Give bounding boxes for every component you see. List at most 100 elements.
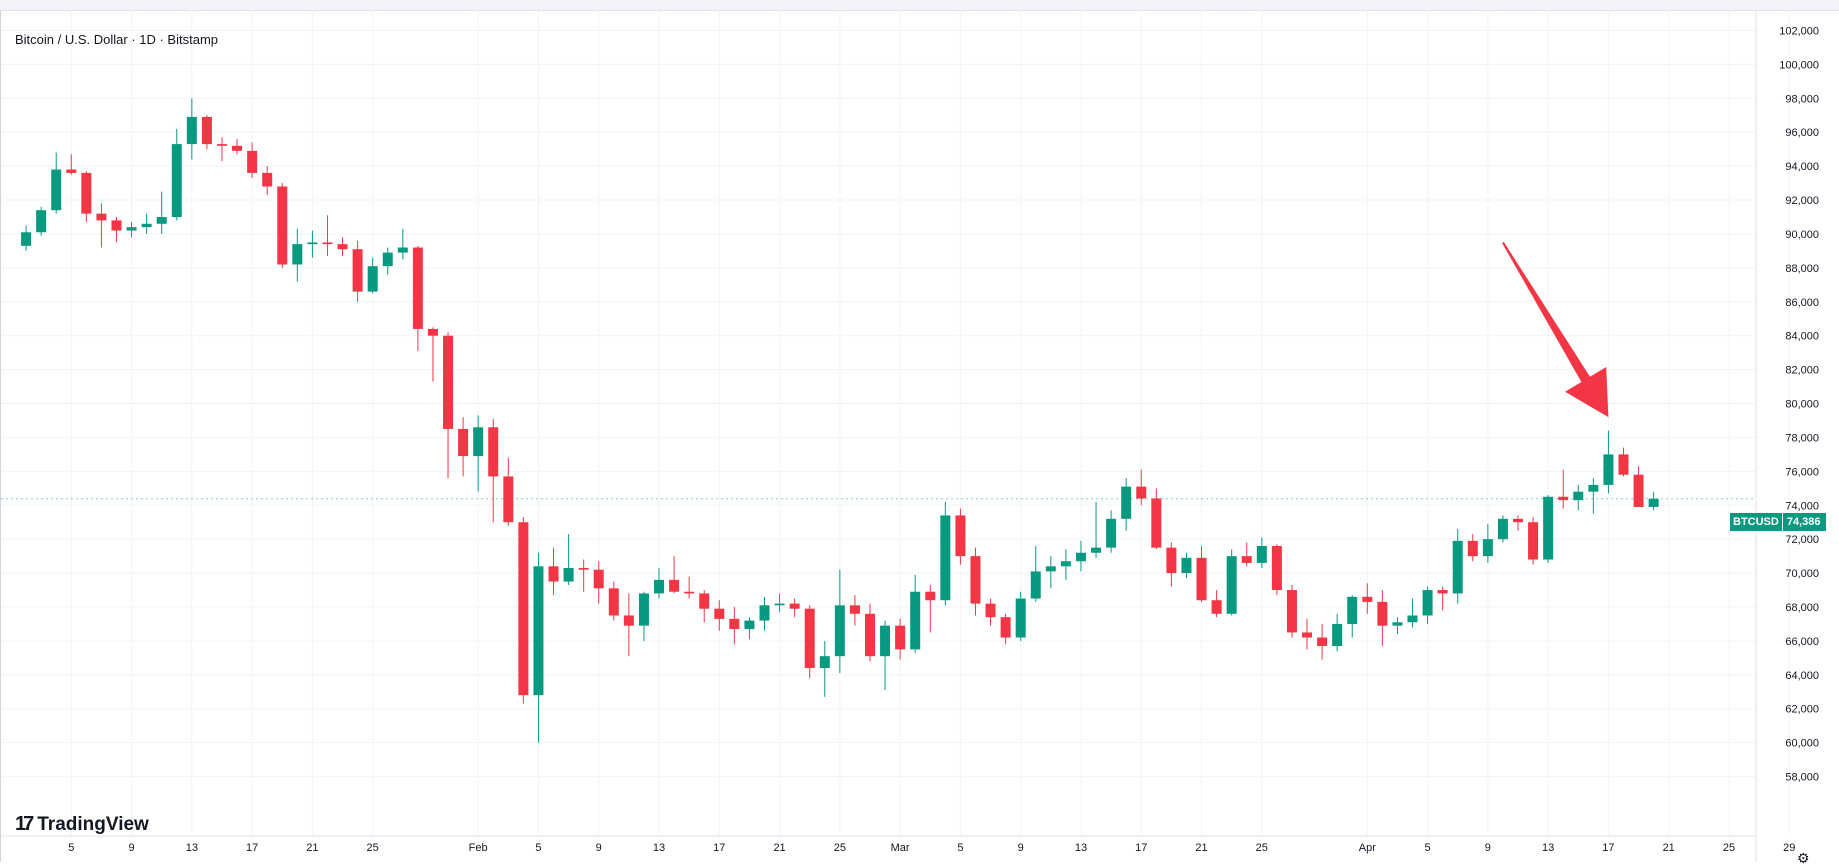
candle-body — [66, 169, 77, 173]
candle — [1452, 529, 1463, 604]
candle — [1091, 501, 1102, 558]
candle-body — [1437, 590, 1448, 594]
candle — [247, 142, 258, 178]
candle — [36, 206, 47, 236]
candlestick-chart[interactable]: 58,000 60,000 62,000 64,000 66,000 68,000 70,0… — [1, 10, 1839, 862]
candle — [1528, 517, 1539, 565]
candle-body — [970, 556, 981, 604]
candle — [1558, 469, 1569, 509]
candle-body — [1271, 545, 1282, 591]
candle-body — [804, 608, 815, 669]
candle-body — [563, 568, 574, 582]
candle-body — [1377, 601, 1388, 626]
time-tick-label: 25 — [367, 842, 379, 854]
candle-body — [1588, 484, 1599, 492]
candle-body — [518, 522, 529, 696]
candle — [262, 166, 273, 195]
candle — [1000, 613, 1011, 645]
price-tick-label: 80,000 — [1785, 399, 1819, 411]
candle-body — [277, 186, 288, 265]
time-tick-label: 9 — [128, 842, 134, 854]
candle — [774, 593, 785, 613]
chart-legend: Bitcoin / U.S. Dollar · 1D · Bitstamp — [15, 32, 218, 47]
price-axis[interactable]: 58,000 60,000 62,000 64,000 66,000 68,000 70,0… — [1755, 10, 1819, 862]
candle — [443, 332, 454, 479]
candle-body — [1166, 547, 1177, 574]
candle-body — [1015, 598, 1026, 638]
gear-icon[interactable]: ⚙ — [1797, 850, 1810, 866]
tradingview-logo-mark: 17 — [15, 813, 34, 835]
candle — [623, 593, 634, 657]
price-tick-label: 82,000 — [1785, 365, 1819, 377]
price-tick-label: 68,000 — [1785, 602, 1819, 614]
candle — [638, 591, 649, 641]
candle — [819, 640, 830, 697]
candle — [533, 552, 544, 743]
price-tick-label: 64,000 — [1785, 670, 1819, 682]
candle-body — [186, 116, 197, 145]
time-tick-label: 21 — [306, 842, 318, 854]
candle — [1407, 598, 1418, 628]
candle — [427, 327, 438, 382]
price-tick-label: 102,000 — [1779, 25, 1819, 37]
candle — [1573, 484, 1584, 511]
candle-body — [1000, 617, 1011, 638]
candle — [1256, 537, 1267, 568]
time-tick-label: 29 — [1783, 842, 1795, 854]
price-tick-label: 66,000 — [1785, 636, 1819, 648]
candle — [21, 225, 32, 251]
time-tick-label: 25 — [1723, 842, 1735, 854]
price-tick-label: 84,000 — [1785, 331, 1819, 343]
candle-body — [488, 427, 499, 477]
candle — [292, 228, 303, 282]
candle — [412, 245, 423, 351]
candle — [1513, 515, 1523, 531]
candle — [458, 417, 469, 477]
candle-body — [744, 620, 755, 630]
candle-body — [985, 603, 996, 618]
candle — [985, 598, 996, 626]
candle-body — [819, 656, 830, 669]
candle-body — [1075, 552, 1086, 562]
tradingview-logo-text: TradingView — [37, 813, 149, 835]
candle-body — [759, 605, 770, 621]
candle-body — [262, 172, 273, 187]
candle — [729, 607, 740, 645]
price-tick-label: 100,000 — [1779, 59, 1819, 71]
annotation-arrow — [1502, 241, 1609, 418]
candle — [216, 137, 227, 162]
tradingview-logo[interactable]: 17 TradingView — [15, 813, 149, 836]
candle-body — [654, 579, 665, 594]
chart-pane[interactable]: 58,000 60,000 62,000 64,000 66,000 68,000 70,0… — [0, 10, 1839, 866]
candle-body — [669, 579, 680, 592]
candle — [1302, 618, 1313, 650]
candle — [1286, 584, 1297, 638]
price-tick-label: 92,000 — [1785, 195, 1819, 207]
candle-body — [51, 169, 62, 211]
candle-body — [864, 613, 875, 657]
candle — [503, 457, 514, 526]
candle-body — [1497, 518, 1508, 540]
candle-body — [21, 232, 32, 246]
time-tick-label: 13 — [1075, 842, 1087, 854]
candle — [608, 581, 619, 621]
candle-body — [849, 605, 860, 614]
candle-body — [307, 242, 318, 245]
candle — [1075, 540, 1086, 572]
candle-body — [1181, 557, 1192, 574]
candle — [925, 584, 936, 633]
grid-lines — [1, 10, 1790, 836]
candle-body — [1362, 596, 1373, 602]
candle-body — [1302, 632, 1313, 638]
time-axis[interactable]: 5 9 13 17 21 25 Feb 5 9 13 17 21 25 Mar 5 9 13 17 21 25 Apr 5… — [1, 835, 1795, 854]
candle-body — [322, 242, 333, 245]
candle — [352, 240, 363, 302]
candle-body — [1332, 623, 1343, 646]
candle-body — [1467, 540, 1478, 557]
candle — [789, 598, 800, 618]
candle — [759, 596, 770, 631]
top-toolbar-strip — [0, 0, 1839, 11]
price-tick-label: 76,000 — [1785, 466, 1819, 478]
candle — [895, 618, 906, 660]
candle — [1317, 623, 1328, 660]
